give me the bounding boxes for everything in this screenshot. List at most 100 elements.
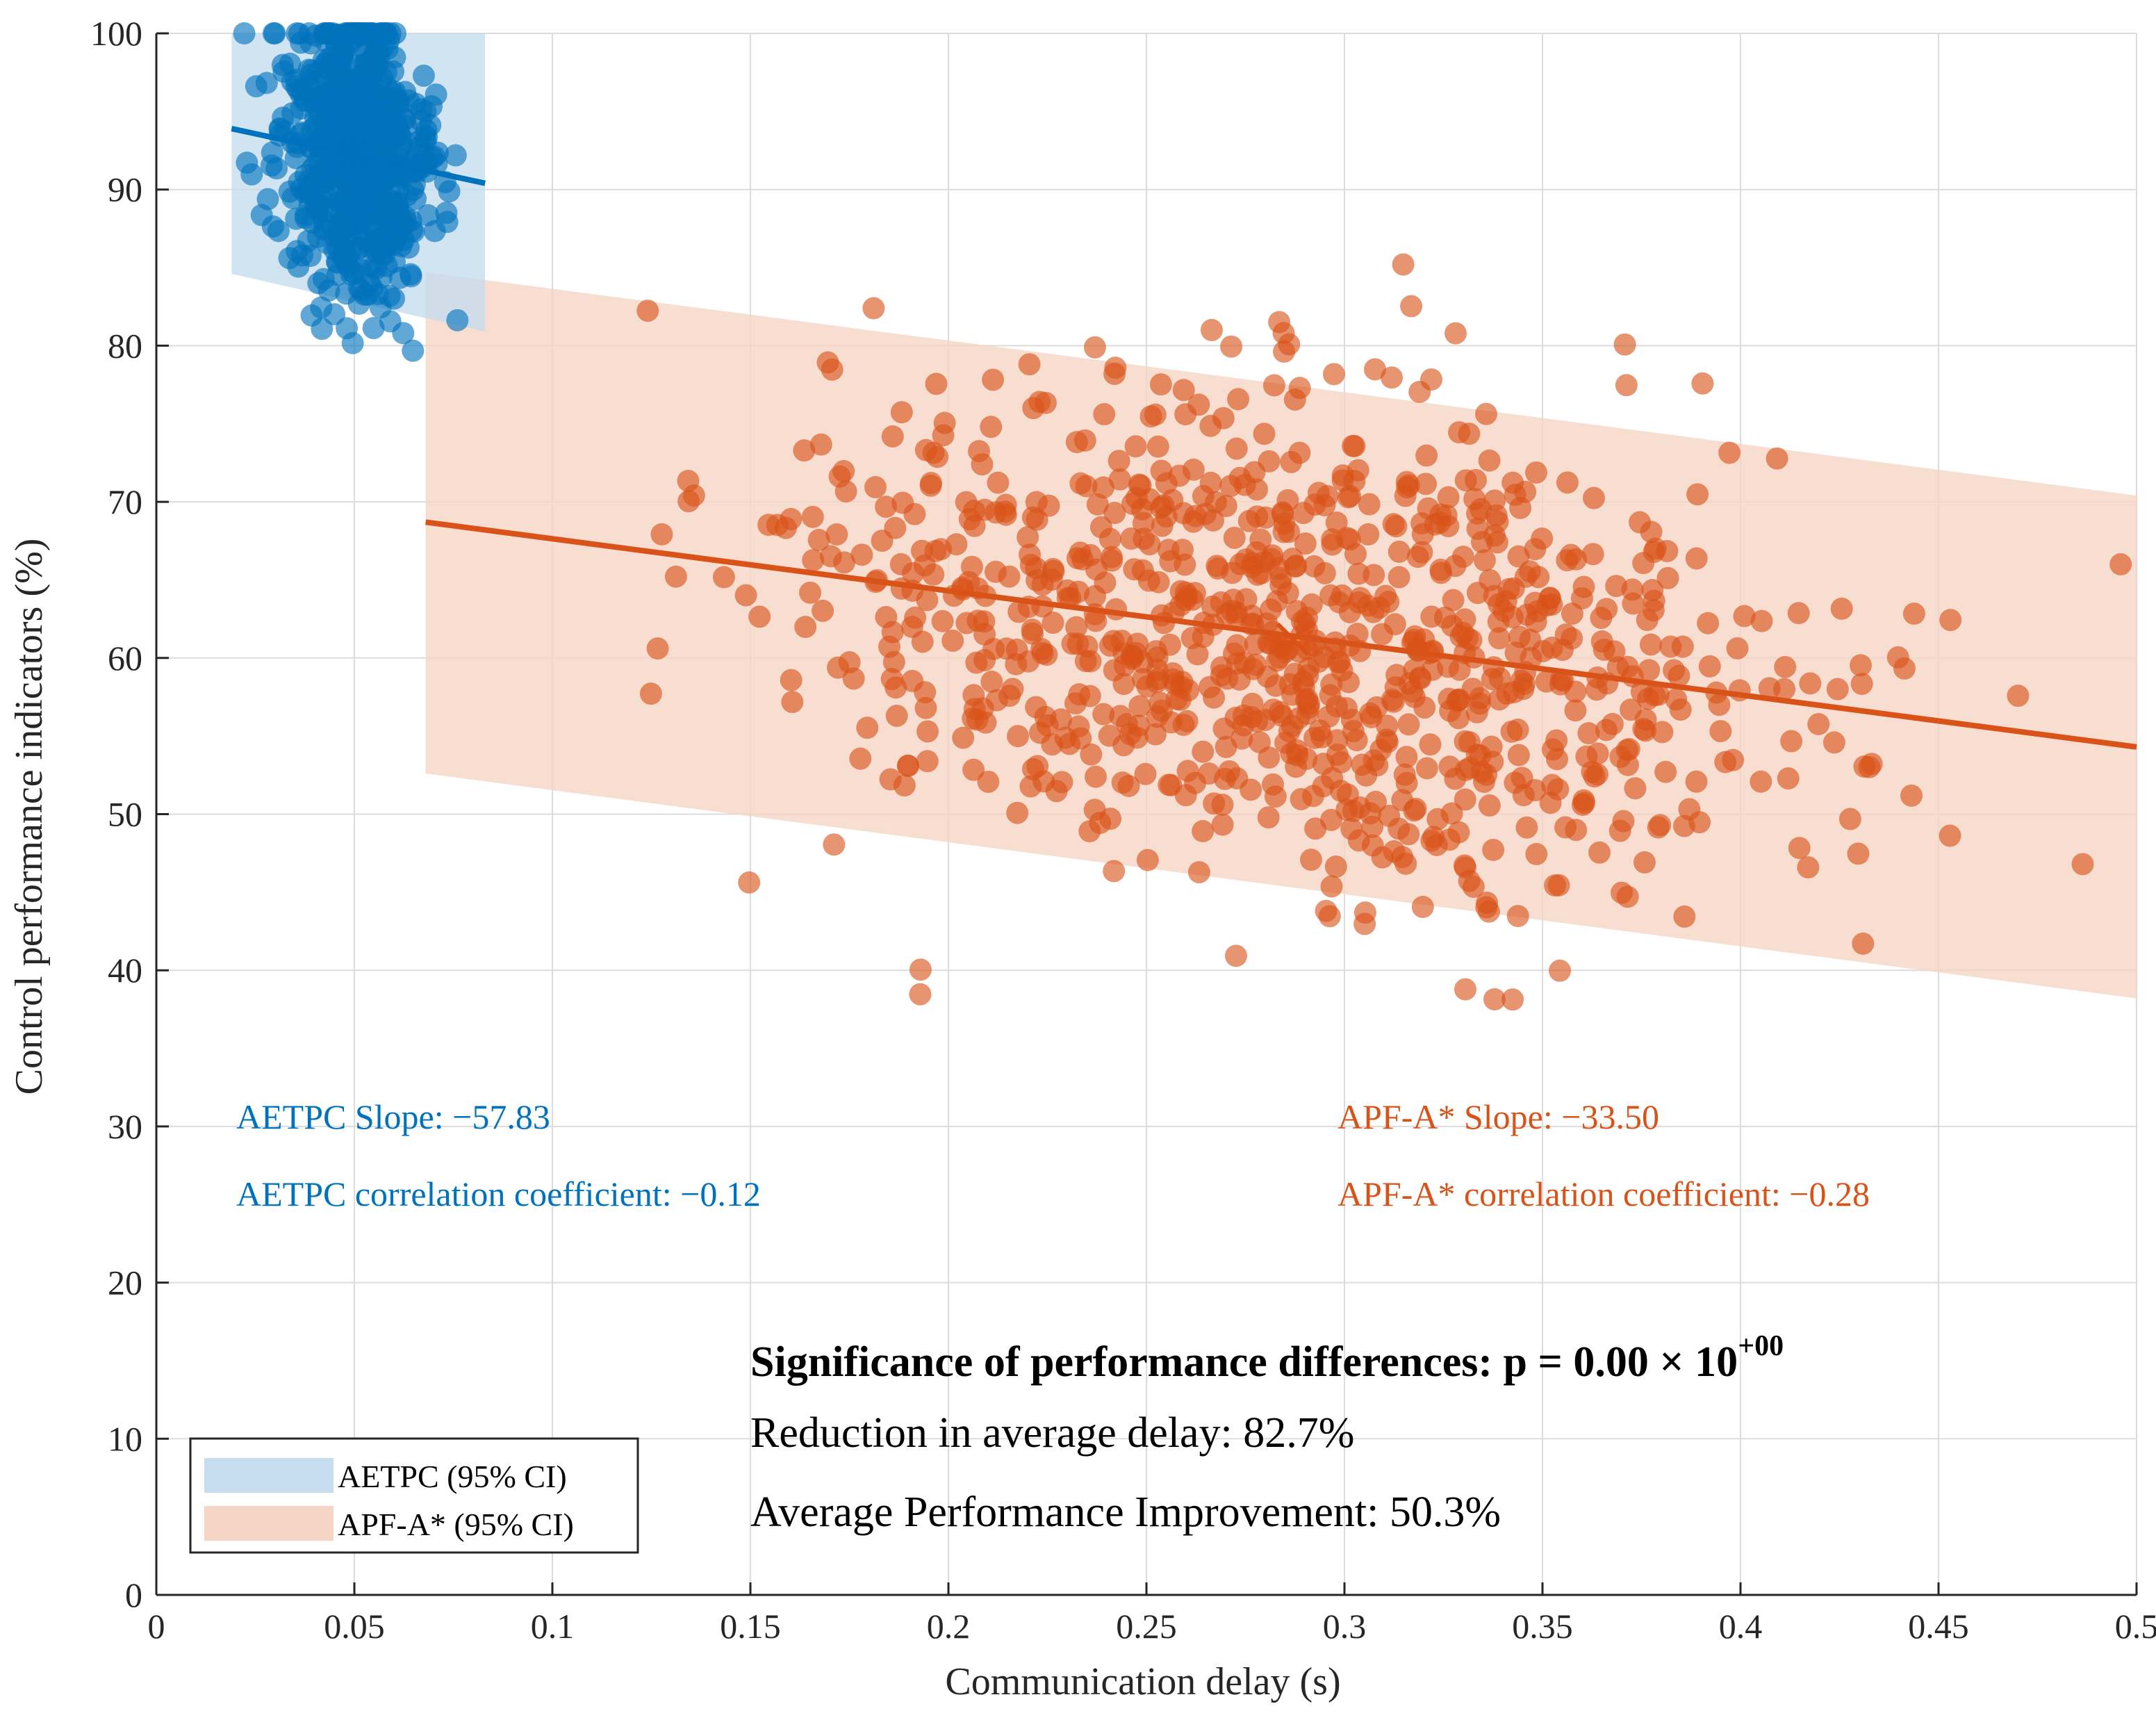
data-point — [1136, 675, 1159, 698]
data-point — [1320, 875, 1343, 898]
data-point — [1007, 725, 1030, 748]
data-point — [1448, 421, 1471, 444]
data-point — [1582, 486, 1605, 509]
data-point — [1276, 582, 1299, 605]
data-point — [372, 22, 395, 44]
scatter-series-apfa — [636, 253, 2132, 1011]
data-point — [1502, 577, 1525, 600]
data-point — [801, 505, 824, 528]
data-point — [802, 549, 825, 572]
data-point — [1718, 441, 1741, 464]
data-point — [1463, 487, 1486, 510]
data-point — [812, 599, 834, 622]
data-point — [378, 284, 401, 307]
aetpc-correlation-annotation: AETPC correlation coefficient: −0.12 — [236, 1174, 761, 1213]
data-point — [910, 539, 933, 562]
data-point — [1458, 869, 1481, 892]
data-point — [1294, 689, 1317, 712]
data-point — [1478, 794, 1501, 817]
y-axis-label: Control performance indicators (%) — [8, 539, 51, 1095]
data-point — [775, 516, 798, 539]
data-point — [849, 747, 872, 770]
data-point — [885, 705, 908, 728]
data-point — [329, 162, 352, 185]
data-point — [1850, 654, 1873, 677]
data-point — [1292, 502, 1315, 525]
data-point — [335, 282, 358, 305]
data-point — [425, 83, 447, 106]
data-point — [324, 226, 347, 249]
data-point — [402, 220, 425, 243]
data-point — [856, 716, 879, 739]
data-point — [1465, 744, 1488, 767]
data-point — [1093, 403, 1116, 426]
y-tick-label: 90 — [108, 170, 142, 209]
data-point — [1108, 468, 1131, 491]
data-point — [1442, 589, 1465, 612]
data-point — [1388, 540, 1410, 563]
data-point — [1440, 802, 1463, 825]
data-point — [1590, 607, 1613, 630]
data-point — [1160, 711, 1183, 734]
data-point — [1312, 753, 1335, 776]
data-point — [444, 144, 467, 167]
data-point — [331, 42, 354, 65]
data-point — [1187, 393, 1210, 416]
data-point — [1615, 739, 1638, 762]
data-point — [1313, 646, 1336, 669]
data-point — [880, 668, 903, 691]
data-point — [1211, 794, 1234, 817]
data-point — [914, 439, 937, 461]
data-point — [1171, 539, 1194, 562]
data-point — [881, 621, 904, 644]
data-point — [893, 774, 916, 797]
data-point — [1444, 322, 1467, 345]
data-point — [1211, 813, 1234, 836]
data-point — [1349, 587, 1372, 609]
data-point — [1294, 532, 1317, 555]
data-point — [1393, 763, 1416, 786]
data-point — [394, 131, 417, 154]
trend-line-apfa — [425, 519, 2137, 750]
data-point — [1086, 493, 1109, 516]
data-point — [1299, 849, 1322, 871]
data-point — [1649, 814, 1672, 837]
data-point — [294, 164, 317, 187]
data-point — [1559, 543, 1582, 566]
data-point — [1254, 506, 1277, 529]
data-point — [1258, 450, 1281, 473]
data-point — [971, 697, 994, 720]
data-point — [1673, 905, 1696, 928]
data-point — [1225, 437, 1248, 460]
data-point — [1488, 627, 1511, 650]
data-point — [1340, 817, 1363, 840]
data-point — [1321, 533, 1344, 556]
data-point — [1504, 641, 1527, 664]
data-point — [1709, 720, 1732, 743]
data-point — [1319, 808, 1342, 831]
data-point — [285, 207, 308, 230]
data-point — [1036, 714, 1059, 737]
y-tick-label: 70 — [108, 482, 142, 521]
data-point — [1376, 730, 1399, 753]
data-point — [1019, 553, 1042, 576]
x-tick-label: 0.35 — [1512, 1607, 1573, 1646]
data-point — [1054, 726, 1077, 749]
data-point — [1358, 493, 1381, 516]
data-point — [914, 681, 937, 704]
data-point — [664, 565, 687, 588]
data-point — [941, 629, 964, 652]
data-point — [1502, 681, 1525, 704]
data-point — [1486, 531, 1508, 554]
data-point — [1615, 374, 1638, 397]
data-point — [1565, 819, 1588, 842]
data-point — [1075, 475, 1098, 498]
data-point — [1224, 707, 1247, 730]
data-point — [1268, 311, 1291, 334]
data-point — [1098, 527, 1121, 550]
data-point — [916, 589, 939, 612]
data-point — [1651, 721, 1674, 744]
data-point — [916, 720, 939, 743]
data-point — [1220, 335, 1243, 358]
data-point — [1468, 687, 1491, 710]
